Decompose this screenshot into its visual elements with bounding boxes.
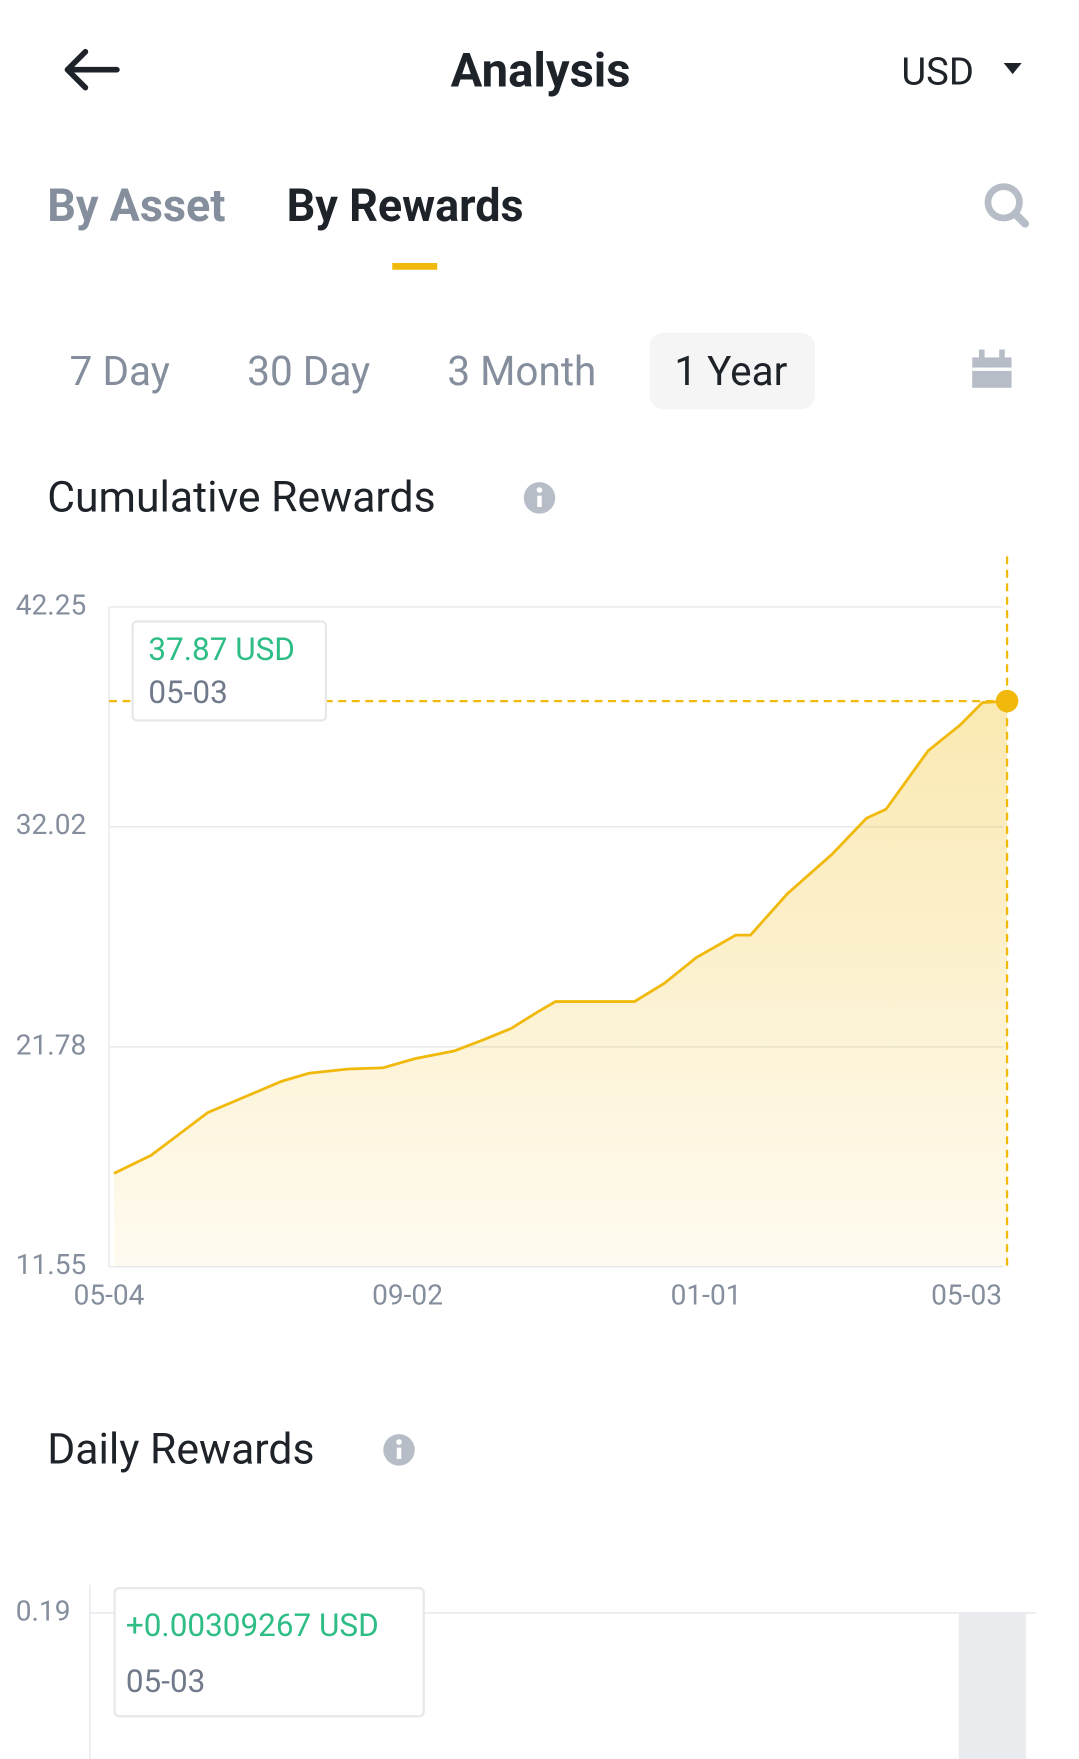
y-tick-label: 42.25: [16, 588, 87, 621]
search-icon[interactable]: [984, 183, 1029, 228]
x-tick-label: 05-04: [74, 1278, 145, 1311]
calendar-icon[interactable]: [972, 349, 1012, 388]
info-icon[interactable]: [523, 482, 556, 514]
x-tick-label: 09-02: [372, 1278, 443, 1311]
point: [995, 689, 1019, 713]
highlight-band: [958, 1612, 1027, 1759]
tab-indicator: [392, 263, 438, 270]
back-button[interactable]: [64, 48, 120, 91]
period[interactable]: 30 Day: [247, 347, 370, 395]
period-active[interactable]: 1 Year: [674, 347, 787, 395]
info-icon[interactable]: [383, 1434, 415, 1466]
tab[interactable]: By Asset: [47, 179, 225, 232]
period[interactable]: 7 Day: [70, 347, 170, 395]
tooltip: [113, 1587, 425, 1718]
section-title: Daily Rewards: [47, 1424, 314, 1474]
page-title: Analysis: [451, 43, 631, 99]
section-title: Cumulative Rewards: [47, 472, 435, 522]
dropdown-icon: [1003, 62, 1022, 75]
currency-select[interactable]: USD: [901, 50, 974, 94]
y-tick-label: 32.02: [16, 808, 87, 841]
y-tick-label: 21.78: [16, 1028, 87, 1061]
y-tick-label: 11.55: [16, 1248, 87, 1281]
tooltip: [131, 620, 328, 722]
period-pill: [649, 332, 815, 410]
period[interactable]: 3 Month: [447, 347, 596, 395]
x-tick-label: 01-01: [671, 1278, 742, 1311]
area: [113, 701, 1008, 1267]
y-tick-label: 0.19: [16, 1594, 71, 1627]
line: [113, 699, 1008, 1175]
tooltip-value: 37.87 USD: [148, 631, 295, 668]
tooltip-value: +0.00309267 USD: [126, 1607, 379, 1644]
tab-active[interactable]: By Rewards: [287, 179, 524, 232]
cumulative-chart: 11.55 21.78 32.02 42.25 05-04 09-02 01-01 05-03…: [16, 556, 1019, 1311]
tooltip-date: 05-03: [126, 1663, 205, 1700]
tooltip-date: 05-03: [148, 674, 227, 711]
daily-chart: 0.19 +0.00309267 USD 05-03: [16, 1587, 1037, 1718]
x-tick-label: 05-03: [931, 1278, 1002, 1311]
